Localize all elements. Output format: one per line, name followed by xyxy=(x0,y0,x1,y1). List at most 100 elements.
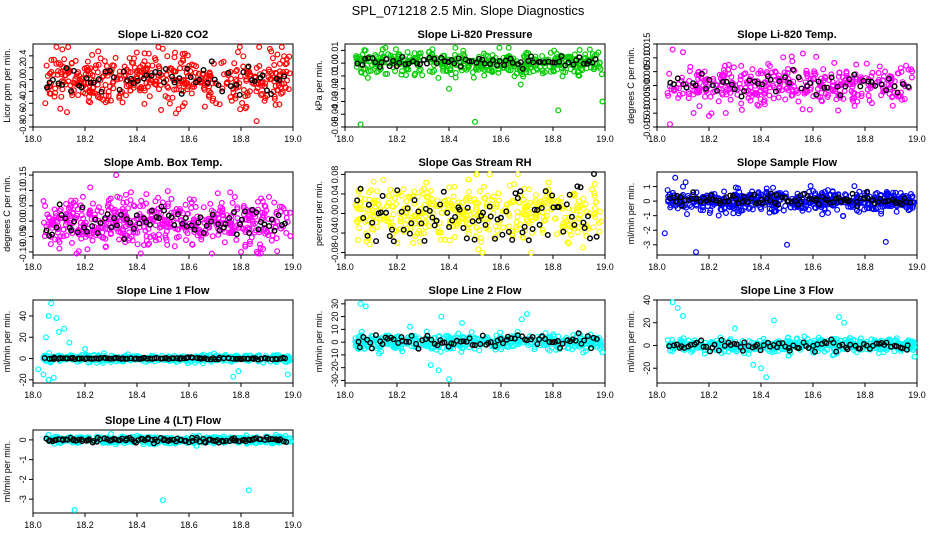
overlay-point xyxy=(246,229,253,236)
data-point xyxy=(761,101,768,108)
overlay-point xyxy=(857,195,864,202)
overlay-point xyxy=(400,226,407,233)
data-point xyxy=(429,196,436,203)
outlier-point xyxy=(42,334,49,341)
data-point xyxy=(596,63,603,70)
overlay-point xyxy=(581,224,588,231)
overlay-point xyxy=(678,202,685,209)
overlay-point xyxy=(552,338,559,345)
overlay-point xyxy=(406,338,413,345)
data-point xyxy=(67,197,74,204)
overlay-point xyxy=(517,188,524,195)
overlay-point xyxy=(83,75,90,82)
data-point xyxy=(258,195,265,202)
data-point xyxy=(836,69,843,76)
data-point xyxy=(442,197,449,204)
outlier-point xyxy=(679,49,686,56)
x-tick-label: 19.0 xyxy=(596,262,614,272)
x-tick-label: 18.8 xyxy=(856,262,874,272)
data-point xyxy=(591,214,598,221)
overlay-point xyxy=(43,227,50,234)
data-point xyxy=(172,49,179,56)
data-point xyxy=(492,223,499,230)
data-point xyxy=(123,199,130,206)
data-point xyxy=(562,69,569,76)
data-point xyxy=(727,89,734,96)
overlay-point xyxy=(477,341,484,348)
overlay-point xyxy=(225,69,232,76)
data-point xyxy=(52,210,59,217)
data-point xyxy=(411,200,418,207)
overlay-point xyxy=(775,340,782,347)
overlay-point xyxy=(160,207,167,214)
outlier-point xyxy=(446,376,453,383)
data-point xyxy=(690,109,697,116)
overlay-point xyxy=(805,345,812,352)
data-point xyxy=(278,43,285,50)
data-point xyxy=(575,198,582,205)
overlay-point xyxy=(746,77,753,84)
data-point xyxy=(257,241,264,248)
data-point xyxy=(597,341,604,348)
overlay-point xyxy=(390,336,397,343)
data-point xyxy=(128,233,135,240)
overlay-point xyxy=(399,54,406,61)
overlay-point xyxy=(514,195,521,202)
overlay-point xyxy=(266,223,273,230)
data-point xyxy=(145,50,152,57)
data-point xyxy=(666,70,673,77)
y-tick-label: -0.04 xyxy=(330,223,340,244)
overlay-point xyxy=(773,192,780,199)
data-point xyxy=(523,216,530,223)
data-point xyxy=(236,43,243,50)
overlay-point xyxy=(104,355,111,362)
overlay-point xyxy=(528,53,535,60)
y-tick-label: 0.05 xyxy=(18,197,28,215)
overlay-point xyxy=(698,337,705,344)
overlay-point xyxy=(405,60,412,67)
overlay-point xyxy=(159,355,166,362)
data-point xyxy=(729,203,736,210)
data-point xyxy=(244,89,251,96)
data-point xyxy=(840,213,847,220)
data-point xyxy=(48,56,55,63)
data-point xyxy=(778,87,785,94)
data-point xyxy=(75,92,82,99)
overlay-point xyxy=(872,82,879,89)
overlay-point xyxy=(463,235,470,242)
data-point xyxy=(261,83,268,90)
overlay-point xyxy=(878,81,885,88)
overlay-point xyxy=(703,343,710,350)
overlay-point xyxy=(779,340,786,347)
data-point xyxy=(434,197,441,204)
data-point xyxy=(795,98,802,105)
data-point xyxy=(701,350,708,357)
data-point xyxy=(806,106,813,113)
data-point xyxy=(707,93,714,100)
y-axis-label: degrees C per min. xyxy=(626,47,636,124)
data-point xyxy=(865,92,872,99)
overlay-point xyxy=(733,341,740,348)
data-point xyxy=(422,224,429,231)
data-point xyxy=(504,201,511,208)
data-point xyxy=(156,209,163,216)
overlay-point xyxy=(713,197,720,204)
data-point xyxy=(571,51,578,58)
data-point xyxy=(164,53,171,60)
data-point xyxy=(722,109,729,116)
data-point xyxy=(736,80,743,87)
data-point xyxy=(253,248,260,255)
overlay-point xyxy=(716,197,723,204)
data-point xyxy=(412,70,419,77)
overlay-point xyxy=(78,84,85,91)
data-point xyxy=(57,105,64,112)
overlay-point xyxy=(49,76,56,83)
overlay-point xyxy=(421,237,428,244)
data-point xyxy=(878,208,885,215)
overlay-point xyxy=(415,208,422,215)
overlay-point xyxy=(683,84,690,91)
data-point xyxy=(908,338,915,345)
overlay-point xyxy=(728,81,735,88)
data-point xyxy=(398,71,405,78)
